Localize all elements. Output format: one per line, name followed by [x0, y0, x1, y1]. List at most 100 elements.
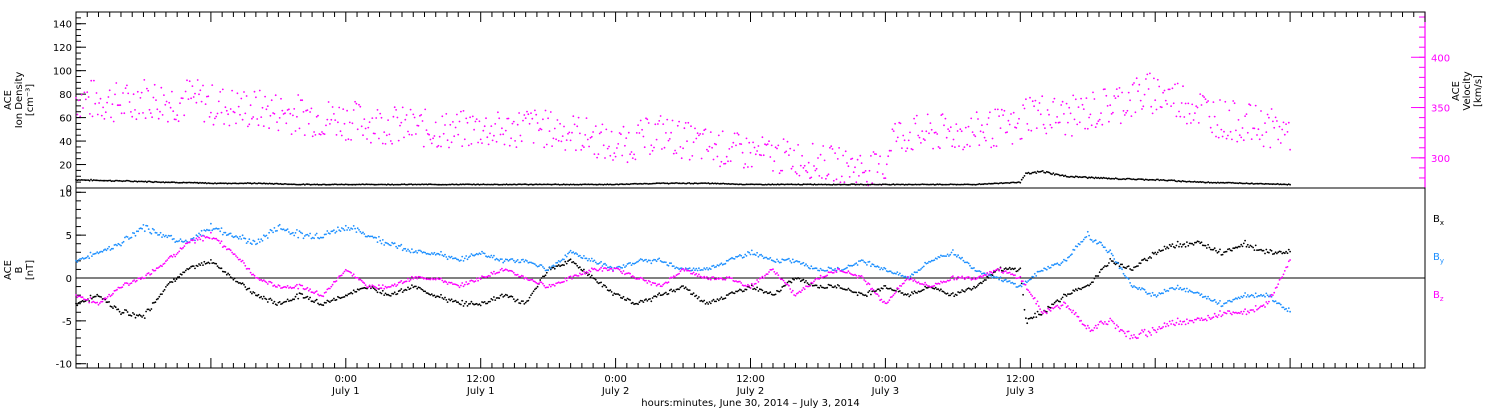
bz-series-point [752, 285, 754, 287]
bx-series-point [757, 290, 760, 292]
velocity-series-point [639, 119, 642, 122]
velocity-series-point [400, 121, 403, 124]
bx-series-point [424, 290, 427, 293]
velocity-series-point [274, 94, 277, 97]
velocity-series-point [943, 124, 945, 127]
velocity-series-point [437, 144, 440, 147]
by-series-point [584, 257, 587, 260]
bz-series-point [744, 284, 747, 287]
bz-series-point [420, 276, 423, 279]
bz-series-point [680, 268, 683, 271]
density-axis-title: ACE Ion Density [cm⁻³] [3, 72, 36, 129]
velocity-series-point [248, 123, 251, 126]
velocity-series-point [784, 151, 786, 154]
bx-series-point [933, 287, 936, 290]
bz-series-point [814, 278, 817, 281]
bz-series-point [518, 275, 520, 278]
density-series-point [771, 183, 774, 186]
velocity-series-point [1056, 116, 1058, 118]
bx-series-point [942, 290, 945, 293]
bz-series-point [1205, 319, 1208, 322]
bx-series-point [725, 294, 728, 296]
by-series-point [208, 229, 211, 232]
velocity-series-point [1276, 120, 1278, 122]
bz-series-point [135, 279, 138, 282]
velocity-series-point [232, 110, 235, 113]
bz-series-point [708, 277, 711, 280]
bz-series-point [239, 258, 241, 261]
by-series-point [747, 251, 749, 253]
density-series-point [704, 182, 707, 185]
velocity-series-point [1212, 101, 1215, 103]
by-series-point [655, 260, 658, 263]
bz-series-point [355, 277, 358, 279]
bz-series-point [858, 274, 860, 277]
bx-series-point [466, 305, 469, 307]
bx-series-point [117, 308, 120, 311]
bx-series-point [1285, 250, 1287, 253]
bz-series-point [1036, 300, 1039, 303]
by-series-point [207, 229, 210, 232]
bz-series-point [694, 273, 696, 276]
bx-series-point [366, 287, 368, 290]
density-series-point [321, 183, 324, 186]
bx-series-point [1265, 248, 1268, 251]
bz-series-point [331, 283, 334, 286]
velocity-series-point [930, 128, 933, 131]
velocity-series-point [963, 146, 966, 149]
bx-series-point [1138, 262, 1141, 264]
velocity-series-point [1163, 89, 1166, 92]
bz-series-point [1254, 305, 1257, 307]
velocity-series-point [960, 130, 963, 133]
velocity-series-point [1035, 127, 1038, 129]
by-series-point [912, 273, 915, 276]
velocity-series-point [777, 144, 780, 147]
velocity-series-point [90, 79, 93, 82]
density-series-point [1142, 178, 1144, 181]
bz-series-point [1179, 320, 1182, 323]
bz-series-point [278, 285, 281, 287]
density-series-point [1196, 181, 1199, 183]
bz-series-point [1248, 311, 1250, 314]
velocity-series-point [342, 108, 345, 110]
bx-series-point [743, 290, 745, 292]
bx-series-point [461, 299, 464, 302]
velocity-series-point [1231, 138, 1233, 141]
bz-series-point [588, 269, 590, 272]
bx-series-point [957, 291, 959, 293]
by-series-point [928, 260, 930, 263]
bz-series-point [383, 287, 386, 290]
density-series-point [400, 183, 403, 186]
density-series-point [329, 183, 332, 186]
bz-series-point [326, 288, 329, 291]
velocity-series-point [969, 145, 971, 148]
bz-series-point [405, 280, 408, 283]
bz-series-point [453, 283, 456, 285]
velocity-series-point [786, 140, 789, 143]
bz-series-point [1125, 335, 1127, 338]
by-series-point [941, 255, 944, 257]
velocity-series-point [798, 174, 801, 177]
velocity-series-point [757, 145, 760, 147]
bx-series-point [735, 290, 737, 293]
bz-series-point [1195, 318, 1198, 321]
bx-series-point [1010, 268, 1012, 271]
by-series-point [288, 231, 290, 233]
bz-series-point [486, 275, 489, 278]
velocity-series-point [1016, 122, 1019, 125]
density-series-point [746, 183, 749, 186]
bz-series-point [132, 280, 134, 282]
bx-series-point [112, 307, 114, 309]
bz-series-point [166, 259, 169, 261]
velocity-series-point [100, 114, 103, 117]
velocity-series-point [851, 157, 854, 160]
velocity-series-point [296, 115, 298, 118]
velocity-series-point [1150, 105, 1153, 108]
density-series-point [1146, 178, 1148, 181]
bz-series-point [1217, 314, 1220, 316]
bx-series-point [450, 298, 453, 301]
velocity-series-point [1224, 100, 1227, 103]
bz-series-point [637, 277, 639, 280]
by-series-point [497, 258, 499, 261]
bz-series-point [576, 275, 579, 277]
